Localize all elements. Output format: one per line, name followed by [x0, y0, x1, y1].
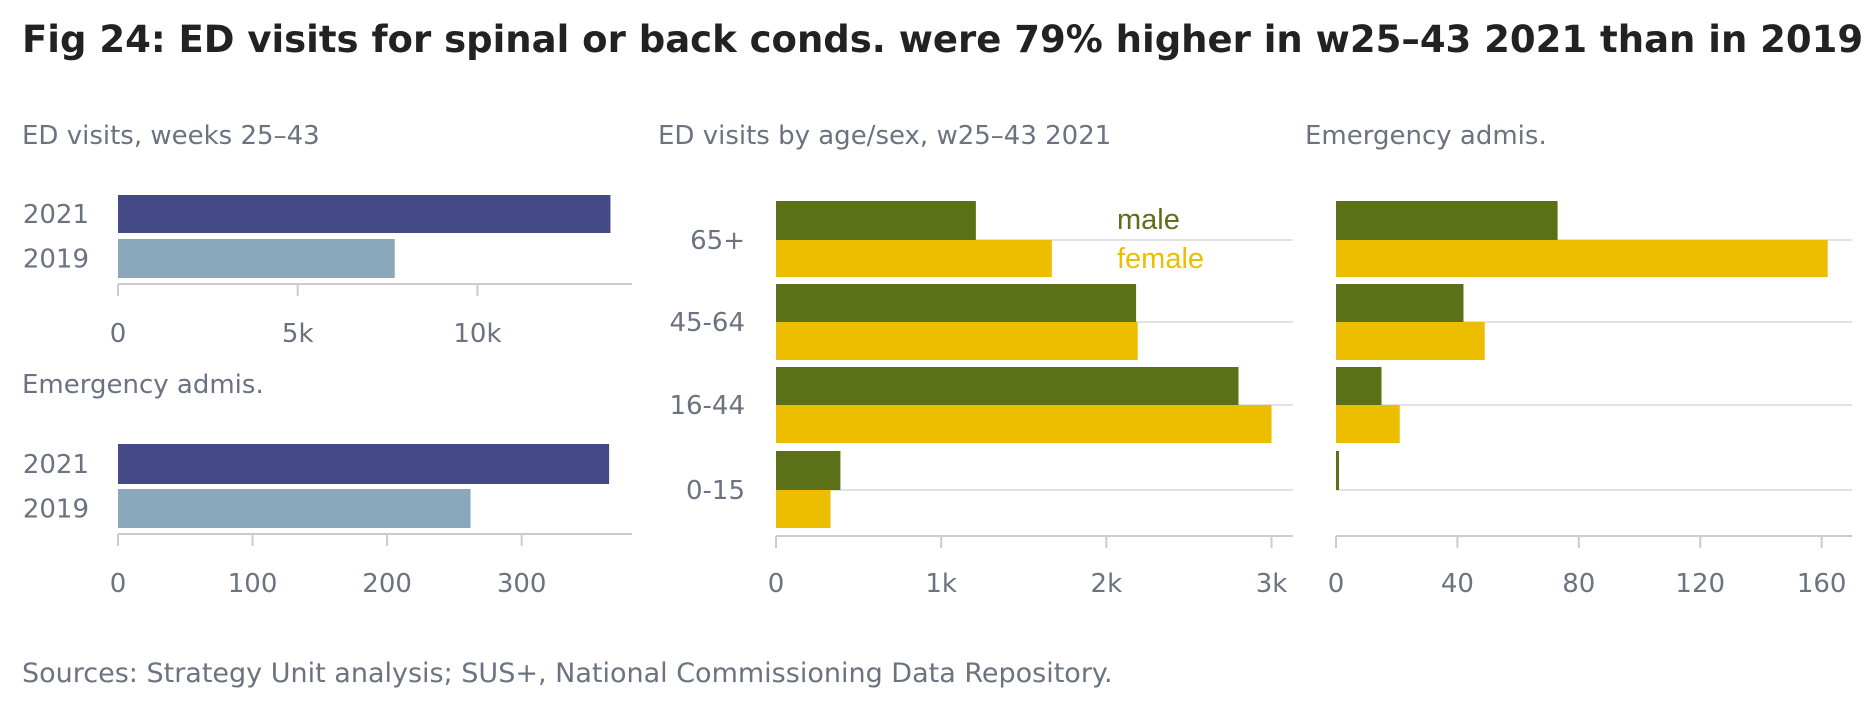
x-tick-label-160: 160: [1797, 569, 1847, 599]
bar-male-45-64: [776, 284, 1137, 322]
source-note: Sources: Strategy Unit analysis; SUS+, N…: [22, 658, 1113, 689]
panel-title-age-sex-ed: ED visits by age/sex, w25–43 2021: [658, 121, 1111, 151]
x-tick-label-300: 300: [497, 569, 547, 599]
bar-female-0-15: [776, 490, 831, 528]
bar-2021: [118, 195, 611, 233]
bar-male-16-44: [776, 367, 1239, 405]
x-tick-label-120: 120: [1675, 569, 1725, 599]
bar-female-65: [1336, 240, 1828, 277]
x-tick-label-5k: 5k: [282, 319, 314, 349]
bar-male-16-44: [1336, 367, 1382, 405]
category-label-16-44: 16-44: [669, 391, 745, 421]
x-tick-label-100: 100: [228, 569, 278, 599]
x-tick-label-2k: 2k: [1091, 569, 1123, 599]
x-tick-label-0: 0: [110, 569, 127, 599]
chart-emergency-admis-by-age-sex: 0 40 80 120 160: [1328, 201, 1852, 599]
bar-female-45-64: [776, 322, 1138, 360]
category-label-2019: 2019: [23, 495, 89, 525]
category-label-45-64: 45-64: [669, 308, 745, 338]
category-label-2019: 2019: [23, 245, 89, 275]
legend-female: female: [1117, 243, 1204, 275]
chart-emergency-admis-by-year: 2021 2019 0 100 200 300: [23, 444, 632, 599]
x-tick-label-0: 0: [768, 569, 785, 599]
chart-ed-visits-by-age-sex: 65+ 45-64 16-44 0-15 0 1k 2k 3k: [669, 201, 1293, 599]
category-label-0-15: 0-15: [686, 476, 745, 506]
category-label-2021: 2021: [23, 450, 89, 480]
bar-male-65: [1336, 201, 1558, 240]
x-tick-label-40: 40: [1441, 569, 1474, 599]
x-tick-label-80: 80: [1562, 569, 1595, 599]
category-label-2021: 2021: [23, 200, 89, 230]
panel-title-age-sex-admis: Emergency admis.: [1305, 121, 1547, 151]
bar-male-0-15: [1336, 451, 1340, 490]
bar-female-45-64: [1336, 322, 1485, 360]
x-tick-label-10k: 10k: [453, 319, 501, 349]
bar-male-0-15: [776, 451, 841, 490]
x-tick-label-0: 0: [1328, 569, 1345, 599]
x-tick-label-1k: 1k: [925, 569, 957, 599]
figure-title: Fig 24: ED visits for spinal or back con…: [22, 18, 1863, 61]
bar-female-16-44: [776, 405, 1272, 443]
legend-male: male: [1117, 204, 1180, 236]
bar-male-45-64: [1336, 284, 1464, 322]
panel-title-emergency-admis: Emergency admis.: [22, 370, 264, 400]
panel-title-ed-visits: ED visits, weeks 25–43: [22, 121, 320, 151]
bar-2019: [118, 489, 471, 528]
bar-2019: [118, 239, 395, 278]
bar-female-16-44: [1336, 405, 1400, 443]
category-label-65: 65+: [690, 226, 745, 256]
bar-2021: [118, 444, 610, 484]
x-tick-label-0: 0: [110, 319, 127, 349]
bar-male-65: [776, 201, 976, 240]
x-tick-label-3k: 3k: [1256, 569, 1288, 599]
bar-female-65: [776, 240, 1052, 277]
chart-ed-visits-by-year: 2021 2019 0 5k 10k: [23, 195, 632, 349]
x-tick-label-200: 200: [362, 569, 412, 599]
